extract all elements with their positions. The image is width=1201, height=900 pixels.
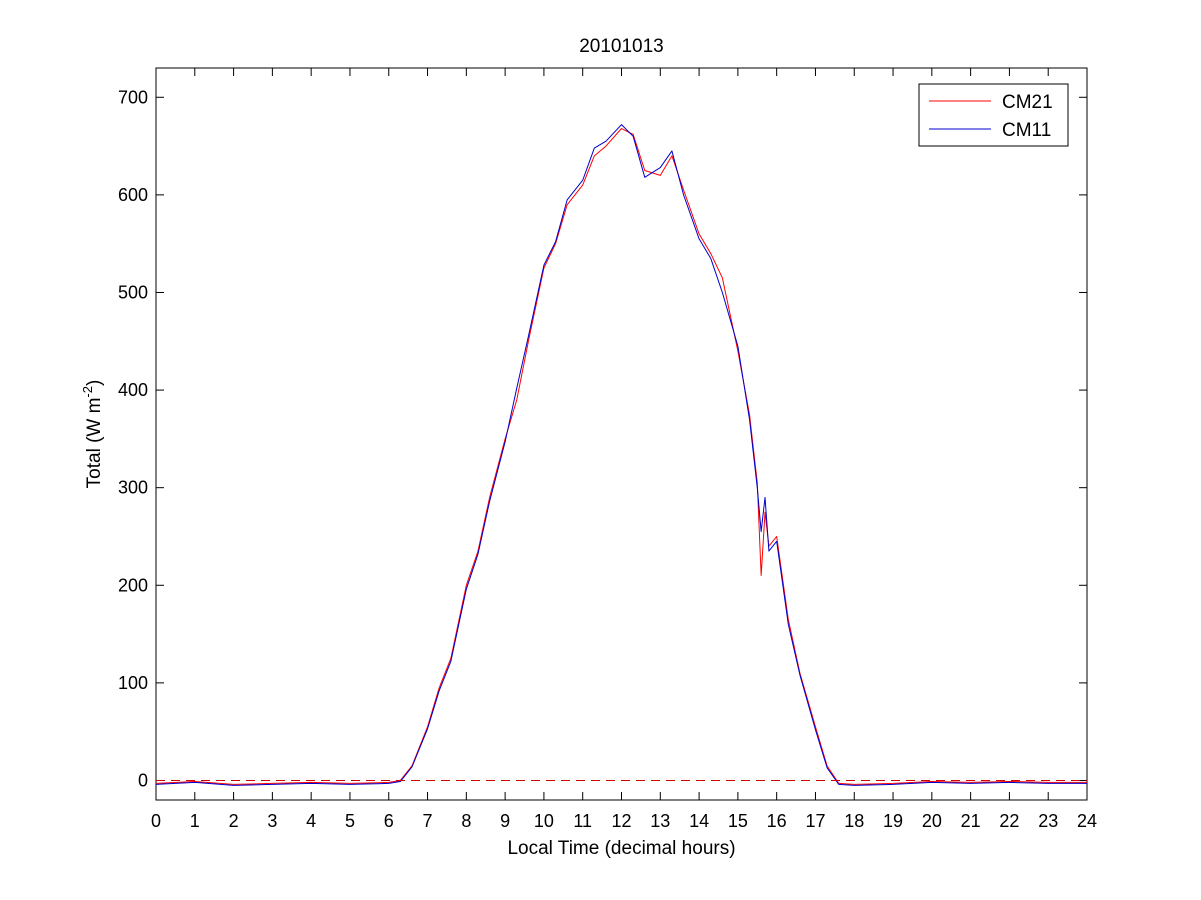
x-tick-label: 9	[500, 811, 510, 831]
legend-box	[918, 83, 1069, 147]
x-tick-label: 17	[805, 811, 825, 831]
axis-ticks: 0 1 2 3 4 5 6 7 8 9 10 11 12 13 14 15 16 17 18 19 20 21 22 23 24…	[118, 68, 1097, 831]
x-tick-label: 15	[728, 811, 748, 831]
x-tick-label: 18	[844, 811, 864, 831]
x-tick-label: 4	[306, 811, 316, 831]
x-tick-label: 0	[151, 811, 161, 831]
y-tick-label: 400	[118, 380, 148, 400]
series-layer	[155, 124, 1087, 786]
x-tick-label: 12	[611, 811, 631, 831]
legend-label-cm11: CM11	[1002, 120, 1051, 141]
x-tick-label: 21	[961, 811, 981, 831]
x-tick-label: 2	[229, 811, 239, 831]
y-tick-label: 100	[118, 673, 148, 693]
y-tick-label: 0	[138, 770, 148, 790]
y-tick-label: 500	[118, 282, 148, 302]
x-tick-label: 22	[999, 811, 1019, 831]
y-axis-label: Total (W m-2)	[80, 380, 105, 489]
series-line-cm11	[155, 124, 1087, 786]
x-tick-label: 23	[1038, 811, 1058, 831]
y-tick-label: 600	[118, 185, 148, 205]
x-tick-label: 7	[423, 811, 433, 831]
x-axis-label: Local Time (decimal hours)	[507, 838, 735, 859]
y-axis-label-close: )	[84, 380, 105, 386]
y-tick-label: 300	[118, 478, 148, 498]
x-tick-label: 20	[922, 811, 942, 831]
x-tick-label: 24	[1077, 811, 1097, 831]
x-tick-label: 19	[883, 811, 903, 831]
y-tick-label: 700	[118, 87, 148, 107]
x-tick-label: 6	[384, 811, 394, 831]
plot-area	[155, 67, 1088, 801]
x-tick-label: 14	[689, 811, 709, 831]
x-tick-label: 13	[650, 811, 670, 831]
x-tick-label: 5	[345, 811, 355, 831]
chart-title: 20101013	[579, 36, 664, 57]
x-tick-label: 10	[534, 811, 554, 831]
x-tick-label: 3	[267, 811, 277, 831]
x-tick-label: 11	[573, 811, 592, 831]
y-axis-label-superscript: -2	[80, 386, 95, 398]
y-axis-label-main: Total (W m	[84, 398, 105, 489]
legend-label-cm21: CM21	[1002, 92, 1053, 113]
x-tick-label: 1	[190, 811, 200, 831]
y-tick-label: 200	[118, 575, 148, 595]
x-tick-label: 16	[767, 811, 787, 831]
x-tick-label: 8	[461, 811, 471, 831]
legend: CM21 CM11	[918, 83, 1069, 147]
series-line-cm21	[155, 128, 1087, 785]
